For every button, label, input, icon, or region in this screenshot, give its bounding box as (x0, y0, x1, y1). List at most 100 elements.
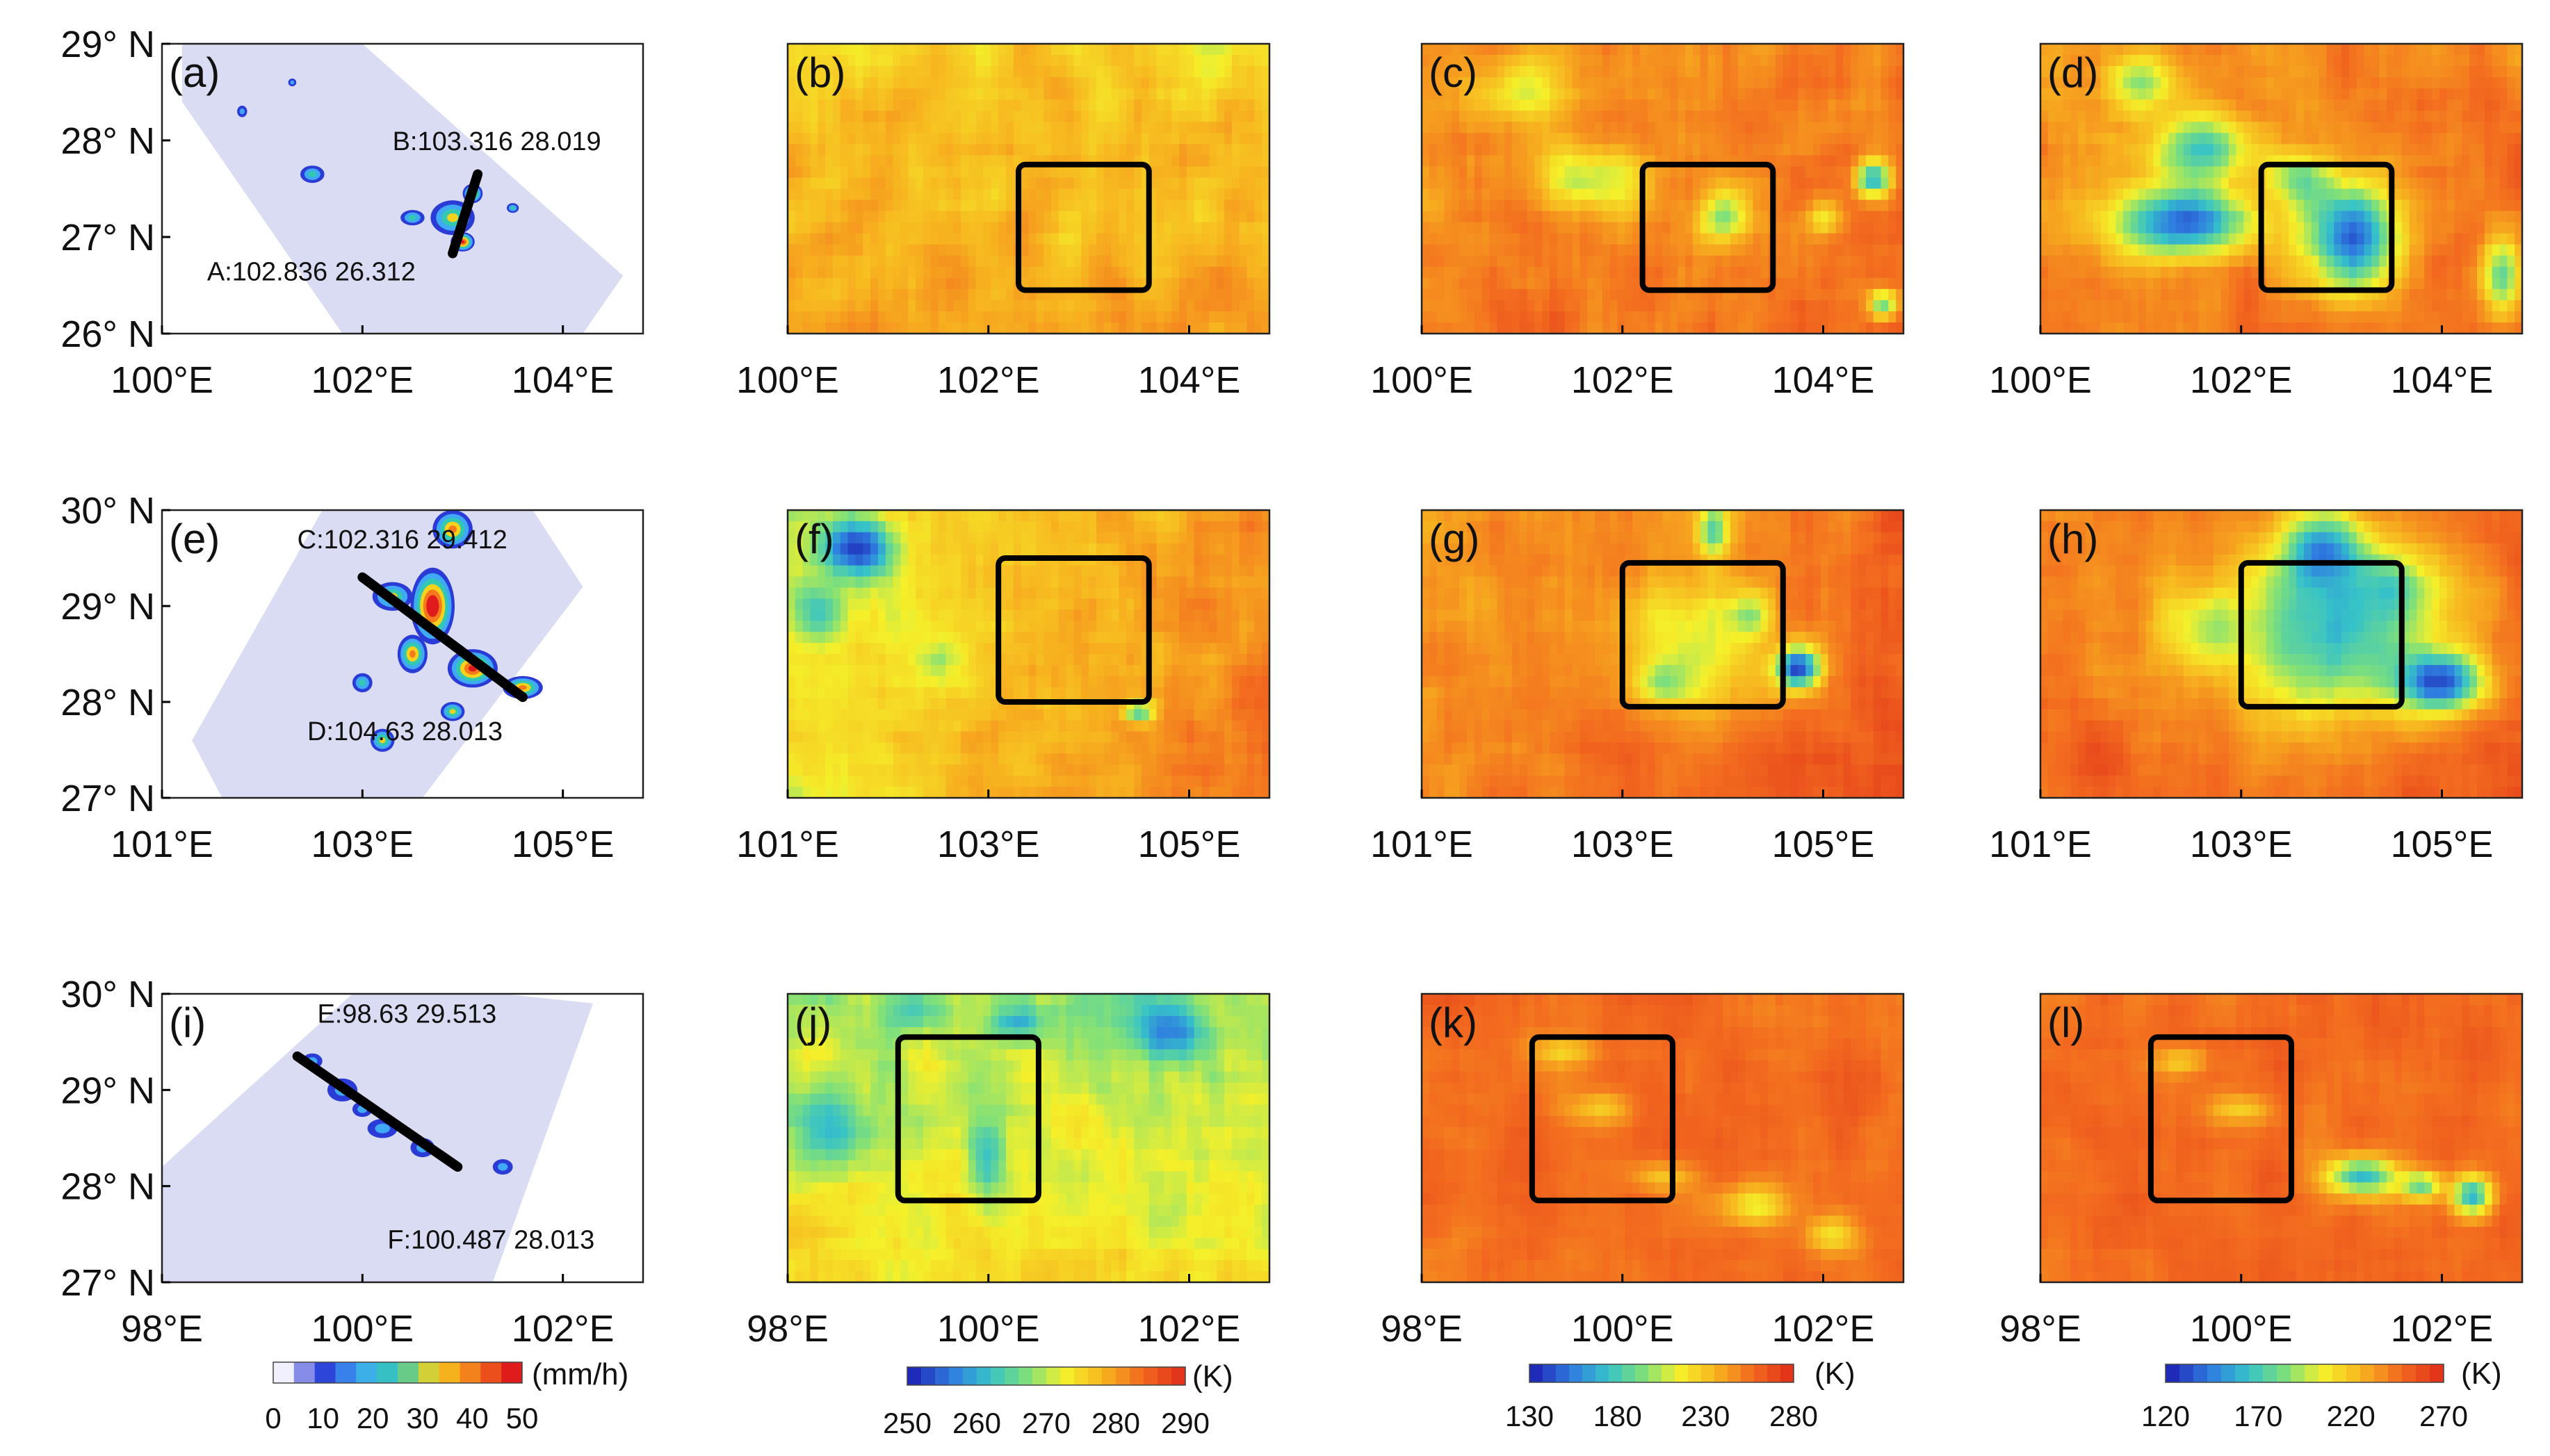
tb-cell (2484, 188, 2493, 201)
tb-cell (1828, 177, 1837, 190)
tb-cell (1043, 277, 1052, 290)
tb-cell (885, 233, 894, 245)
tb-cell (863, 122, 872, 134)
tb-cell (1723, 77, 1731, 90)
tb-cell (2409, 166, 2418, 179)
tb-cell (1579, 233, 1589, 245)
tb-cell (1504, 255, 1513, 268)
tb-cell (975, 133, 984, 145)
tb-cell (1141, 266, 1150, 279)
tb-cell (2183, 155, 2192, 167)
tb-cell (1550, 255, 1558, 268)
tb-cell (1489, 111, 1498, 123)
tb-cell (1422, 233, 1430, 245)
tb-cell (1662, 144, 1671, 156)
tb-cell (1519, 44, 1528, 56)
x-tick-label: 104°E (512, 359, 615, 401)
tb-cell (930, 300, 939, 312)
tb-cell (1881, 266, 1890, 279)
tb-cell (1006, 322, 1014, 334)
tb-cell (1843, 111, 1852, 123)
tb-cell (1036, 211, 1045, 223)
tb-cell (2251, 66, 2259, 79)
tb-cell (1481, 177, 1491, 190)
tb-cell (1239, 222, 1248, 234)
tb-cell (1805, 88, 1814, 101)
tb-cell (1678, 288, 1686, 301)
tb-cell (1888, 288, 1897, 301)
tb-cell (1186, 166, 1195, 179)
x-tick-label: 102°E (937, 359, 1040, 401)
tb-cell (1179, 77, 1187, 90)
tb-cell (2364, 44, 2373, 56)
tb-cell (1467, 266, 1475, 279)
tb-cell (945, 288, 955, 301)
tb-cell (1820, 155, 1829, 167)
tb-cell (2070, 77, 2079, 90)
tb-cell (893, 144, 902, 156)
tb-cell (1542, 199, 1551, 212)
tb-cell (1474, 111, 1483, 123)
tb-cell (1775, 44, 1784, 56)
tb-cell (1436, 199, 1445, 212)
tb-cell (2387, 300, 2395, 312)
tb-cell (2183, 233, 2192, 245)
tb-cell (2040, 155, 2049, 167)
tb-cell (1073, 144, 1082, 156)
tb-cell (2341, 111, 2350, 123)
tb-cell (1254, 88, 1263, 101)
tb-cell (1239, 199, 1248, 212)
tb-cell (2439, 233, 2448, 245)
tb-cell (1692, 155, 1701, 167)
tb-cell (1489, 88, 1498, 101)
tb-cell (1073, 311, 1082, 323)
tb-cell (1254, 211, 1263, 223)
tb-cell (1171, 55, 1180, 67)
tb-cell (1103, 188, 1112, 201)
tb-cell (953, 122, 961, 134)
tb-cell (1217, 300, 1225, 312)
tb-cell (1579, 55, 1589, 67)
tb-cell (2093, 188, 2102, 201)
tb-cell (1051, 222, 1059, 234)
tb-cell (2439, 88, 2448, 101)
tb-cell (1429, 88, 1438, 101)
tb-cell (1775, 133, 1784, 145)
tb-cell (1828, 111, 1837, 123)
tb-cell (983, 300, 992, 312)
tb-cell (938, 99, 947, 112)
tb-cell (802, 99, 811, 112)
tb-cell (900, 166, 909, 179)
tb-cell (923, 166, 932, 179)
tb-cell (1760, 188, 1769, 201)
tb-cell (1542, 244, 1551, 256)
tb-cell (1006, 233, 1014, 245)
tb-cell (1685, 133, 1694, 145)
tb-cell (945, 311, 955, 323)
tb-cell (1231, 199, 1240, 212)
tb-cell (2371, 99, 2380, 112)
tb-cell (1609, 322, 1618, 334)
tb-cell (991, 133, 1000, 145)
tb-cell (840, 166, 849, 179)
tb-cell (2379, 188, 2388, 201)
tb-cell (2477, 199, 2485, 212)
tb-cell (1655, 88, 1664, 101)
tb-cell (2220, 144, 2230, 156)
tb-cell (2220, 311, 2230, 323)
tb-cell (2243, 177, 2252, 190)
tb-cell (1474, 44, 1483, 56)
tb-cell (930, 44, 939, 56)
tb-cell (1542, 88, 1551, 101)
tb-cell (1519, 199, 1528, 212)
tb-cell (1179, 144, 1187, 156)
tb-cell (1707, 166, 1716, 179)
tb-cell (1670, 111, 1679, 123)
tb-cell (1760, 44, 1769, 56)
tb-cell (2093, 255, 2102, 268)
tb-cell (2477, 266, 2485, 279)
tb-cell (863, 177, 872, 190)
tb-cell (1013, 122, 1022, 134)
tb-cell (1246, 199, 1256, 212)
tb-cell (788, 144, 796, 156)
